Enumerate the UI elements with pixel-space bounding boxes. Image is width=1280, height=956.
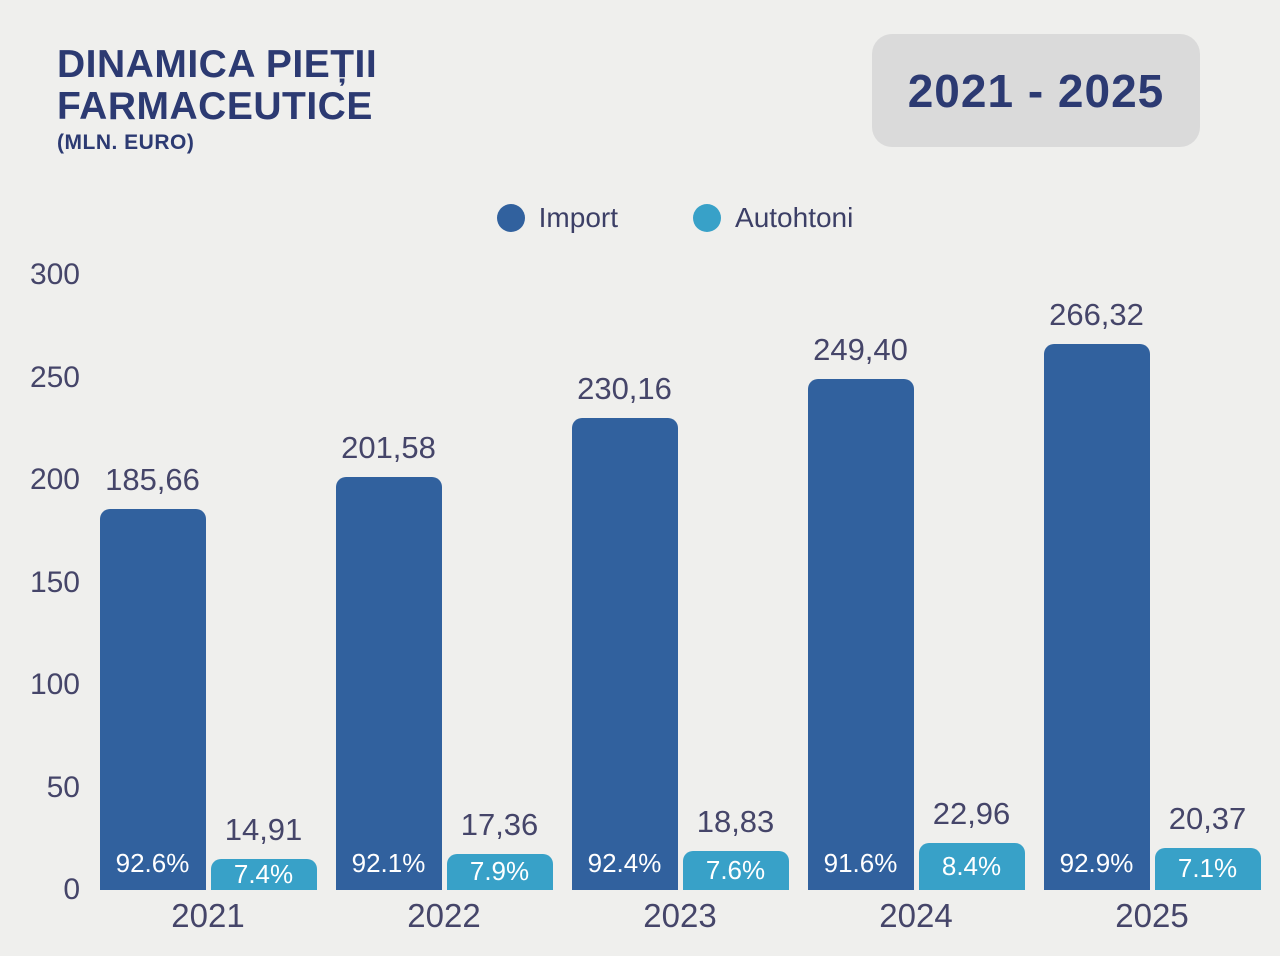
import-value-label-2025: 266,32 (1049, 297, 1144, 332)
y-axis-tick-150: 150 (29, 565, 80, 599)
y-axis-tick-0: 0 (63, 873, 80, 906)
autohtoni-value-label-2024: 22,96 (932, 796, 1011, 831)
title-line-2: FARMACEUTICE (57, 85, 373, 128)
x-axis-label-2022: 2022 (407, 897, 481, 934)
autohtoni-percent-label-2025: 7.1% (1177, 852, 1238, 883)
legend-label: Import (538, 202, 619, 233)
title-unit: (MLN. EURO) (57, 131, 195, 154)
autohtoni-percent-label-2023: 7.6% (705, 854, 766, 885)
legend-item-import: Import (496, 202, 619, 234)
autohtoni-value-label-2025: 20,37 (1168, 801, 1247, 836)
bar-group-2025: 266,32 92.9% 20,37 7.1% (1043, 297, 1261, 890)
autohtoni-bar-2025: 20,37 7.1% (1154, 801, 1261, 890)
autohtoni-percent-label-2021: 7.4% (233, 858, 294, 889)
legend-item-autohtoni: Autohtoni (693, 202, 853, 234)
import-bar-2021: 185,66 92.6% (99, 462, 206, 890)
bar-group-2024: 249,40 91.6% 22,96 8.4% (807, 332, 1025, 890)
y-axis-tick-300: 300 (29, 258, 80, 291)
import-swatch-icon (496, 204, 525, 232)
y-axis-tick-100: 100 (29, 668, 80, 701)
legend-label: Autohtoni (735, 202, 854, 233)
import-value-label-2023: 230,16 (577, 371, 672, 406)
import-value-label-2021: 185,66 (105, 462, 200, 497)
x-axis-label-2023: 2023 (643, 897, 717, 934)
bar-group-2023: 230,16 92.4% 18,83 7.6% (571, 371, 789, 890)
import-percent-label-2024: 91.6% (823, 848, 898, 878)
import-percent-label-2021: 92.6% (115, 848, 190, 878)
x-axis-label-2024: 2024 (879, 897, 953, 934)
import-bar-2022: 201,58 92.1% (335, 430, 442, 890)
import-bar-2024: 249,40 91.6% (807, 332, 914, 890)
y-axis-tick-250: 250 (29, 360, 80, 394)
bar-group-2021: 185,66 92.6% 14,91 7.4% (99, 462, 317, 890)
autohtoni-bar-2024: 22,96 8.4% (918, 796, 1025, 890)
import-bar-2023: 230,16 92.4% (571, 371, 678, 890)
bar-group-2022: 201,58 92.1% 17,36 7.9% (335, 430, 553, 890)
autohtoni-bar-2022: 17,36 7.9% (446, 807, 553, 890)
y-axis-tick-200: 200 (29, 463, 80, 496)
period-badge-text: 2021 - 2025 (907, 64, 1165, 117)
title-line-1: DINAMICA PIEȚII (57, 43, 378, 86)
import-percent-label-2025: 92.9% (1059, 848, 1134, 878)
legend: Import Autohtoni (0, 202, 1280, 234)
autohtoni-percent-label-2024: 8.4% (941, 850, 1002, 881)
autohtoni-value-label-2021: 14,91 (224, 812, 303, 847)
x-axis-label-2025: 2025 (1115, 897, 1189, 934)
y-axis-tick-50: 50 (46, 770, 80, 804)
import-bar-2025: 266,32 92.9% (1043, 297, 1150, 890)
page-title: DINAMICA PIEȚII FARMACEUTICE (MLN. EURO) (57, 44, 377, 155)
autohtoni-percent-label-2022: 7.9% (469, 855, 530, 886)
autohtoni-value-label-2022: 17,36 (460, 807, 539, 842)
autohtoni-bar-2021: 14,91 7.4% (210, 812, 317, 890)
x-axis-label-2021: 2021 (171, 897, 245, 934)
import-percent-label-2022: 92.1% (351, 848, 426, 878)
period-badge: 2021 - 2025 (872, 34, 1200, 147)
import-value-label-2022: 201,58 (341, 430, 436, 465)
autohtoni-bar-2023: 18,83 7.6% (682, 804, 789, 890)
import-value-label-2024: 249,40 (813, 332, 908, 367)
import-percent-label-2023: 92.4% (587, 848, 662, 878)
autohtoni-swatch-icon (693, 204, 722, 232)
autohtoni-value-label-2023: 18,83 (696, 804, 775, 839)
